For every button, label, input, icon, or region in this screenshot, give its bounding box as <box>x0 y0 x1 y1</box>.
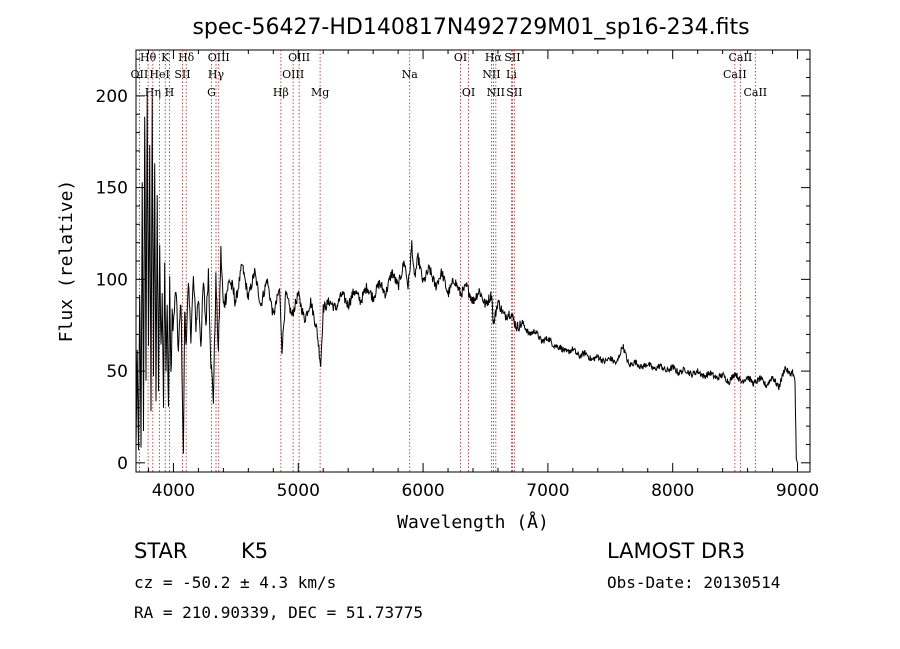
line-label-H-gamma: Hγ <box>208 68 225 81</box>
line-label-Mg: Mg <box>311 86 329 99</box>
spectral-line-markers <box>138 50 756 472</box>
line-label-H-beta: Hβ <box>273 86 289 99</box>
line-label-OIII-5007: OIII <box>288 51 310 64</box>
survey-name: LAMOST DR3 <box>607 539 746 563</box>
x-tick-label-7000: 7000 <box>526 481 569 501</box>
x-tick-label-4000: 4000 <box>152 481 195 501</box>
line-label-OIII-4363: OIII <box>208 51 230 64</box>
line-label-HeI: HeI <box>149 68 169 81</box>
y-tick-label-200: 200 <box>96 87 128 107</box>
line-label-H-alpha: Hα <box>485 51 503 64</box>
line-label-OI-6364: OI <box>462 86 475 99</box>
line-label-H-eta: Hη <box>145 86 161 99</box>
line-label-SII-6716: SII <box>504 51 520 64</box>
spectral-line-labels: OII Hθ Hη K H HeI SII Hδ G Hγ OIII Hβ OIII OIII Mg Na OI… <box>131 51 768 99</box>
line-label-CaII-8498: CaII <box>723 68 747 81</box>
line-label-H-theta: Hθ <box>140 51 157 64</box>
line-label-SII-6731: SII <box>506 86 522 99</box>
line-label-NII-6548: NII <box>482 68 500 81</box>
coordinates-text: RA = 210.90339, DEC = 51.73775 <box>134 603 423 622</box>
object-subclass: K5 <box>241 539 269 563</box>
chart-title: spec-56427-HD140817N492729M01_sp16-234.f… <box>192 15 749 40</box>
x-tick-label-5000: 5000 <box>277 481 320 501</box>
y-axis-label: Flux (relative) <box>56 180 77 343</box>
line-label-NII-6583: NII <box>487 86 505 99</box>
object-class: STAR <box>134 539 188 563</box>
line-label-OII: OII <box>131 68 149 81</box>
line-label-Na: Na <box>402 68 419 81</box>
line-label-OIII-4959: OIII <box>282 68 304 81</box>
x-axis-label: Wavelength (Å) <box>397 511 549 533</box>
line-label-CaII-8542: CaII <box>729 51 753 64</box>
line-label-K: K <box>161 51 170 64</box>
line-label-Li: Li <box>506 68 517 81</box>
obs-date-text: Obs-Date: 20130514 <box>607 573 781 592</box>
line-label-OI-6300: OI <box>454 51 467 64</box>
line-label-CaII-8662: CaII <box>743 86 767 99</box>
redshift-text: cz = -50.2 ± 4.3 km/s <box>134 573 337 592</box>
x-axis: 4000 5000 6000 7000 8000 9000 <box>147 50 819 501</box>
line-label-G: G <box>207 86 216 99</box>
spectrum-line <box>135 90 798 463</box>
x-tick-label-6000: 6000 <box>401 481 444 501</box>
line-label-H-delta: Hδ <box>178 51 195 64</box>
spectrum-chart: spec-56427-HD140817N492729M01_sp16-234.f… <box>56 15 819 533</box>
y-tick-label-150: 150 <box>96 179 128 199</box>
line-label-SII-4072: SII <box>174 68 190 81</box>
y-axis: 0 50 100 150 200 <box>96 58 810 474</box>
plot-frame <box>135 49 811 473</box>
x-tick-label-9000: 9000 <box>776 481 819 501</box>
y-tick-label-0: 0 <box>117 454 128 474</box>
y-tick-label-50: 50 <box>106 362 128 382</box>
y-tick-label-100: 100 <box>96 270 128 290</box>
x-tick-label-8000: 8000 <box>651 481 694 501</box>
line-label-H: H <box>165 86 175 99</box>
